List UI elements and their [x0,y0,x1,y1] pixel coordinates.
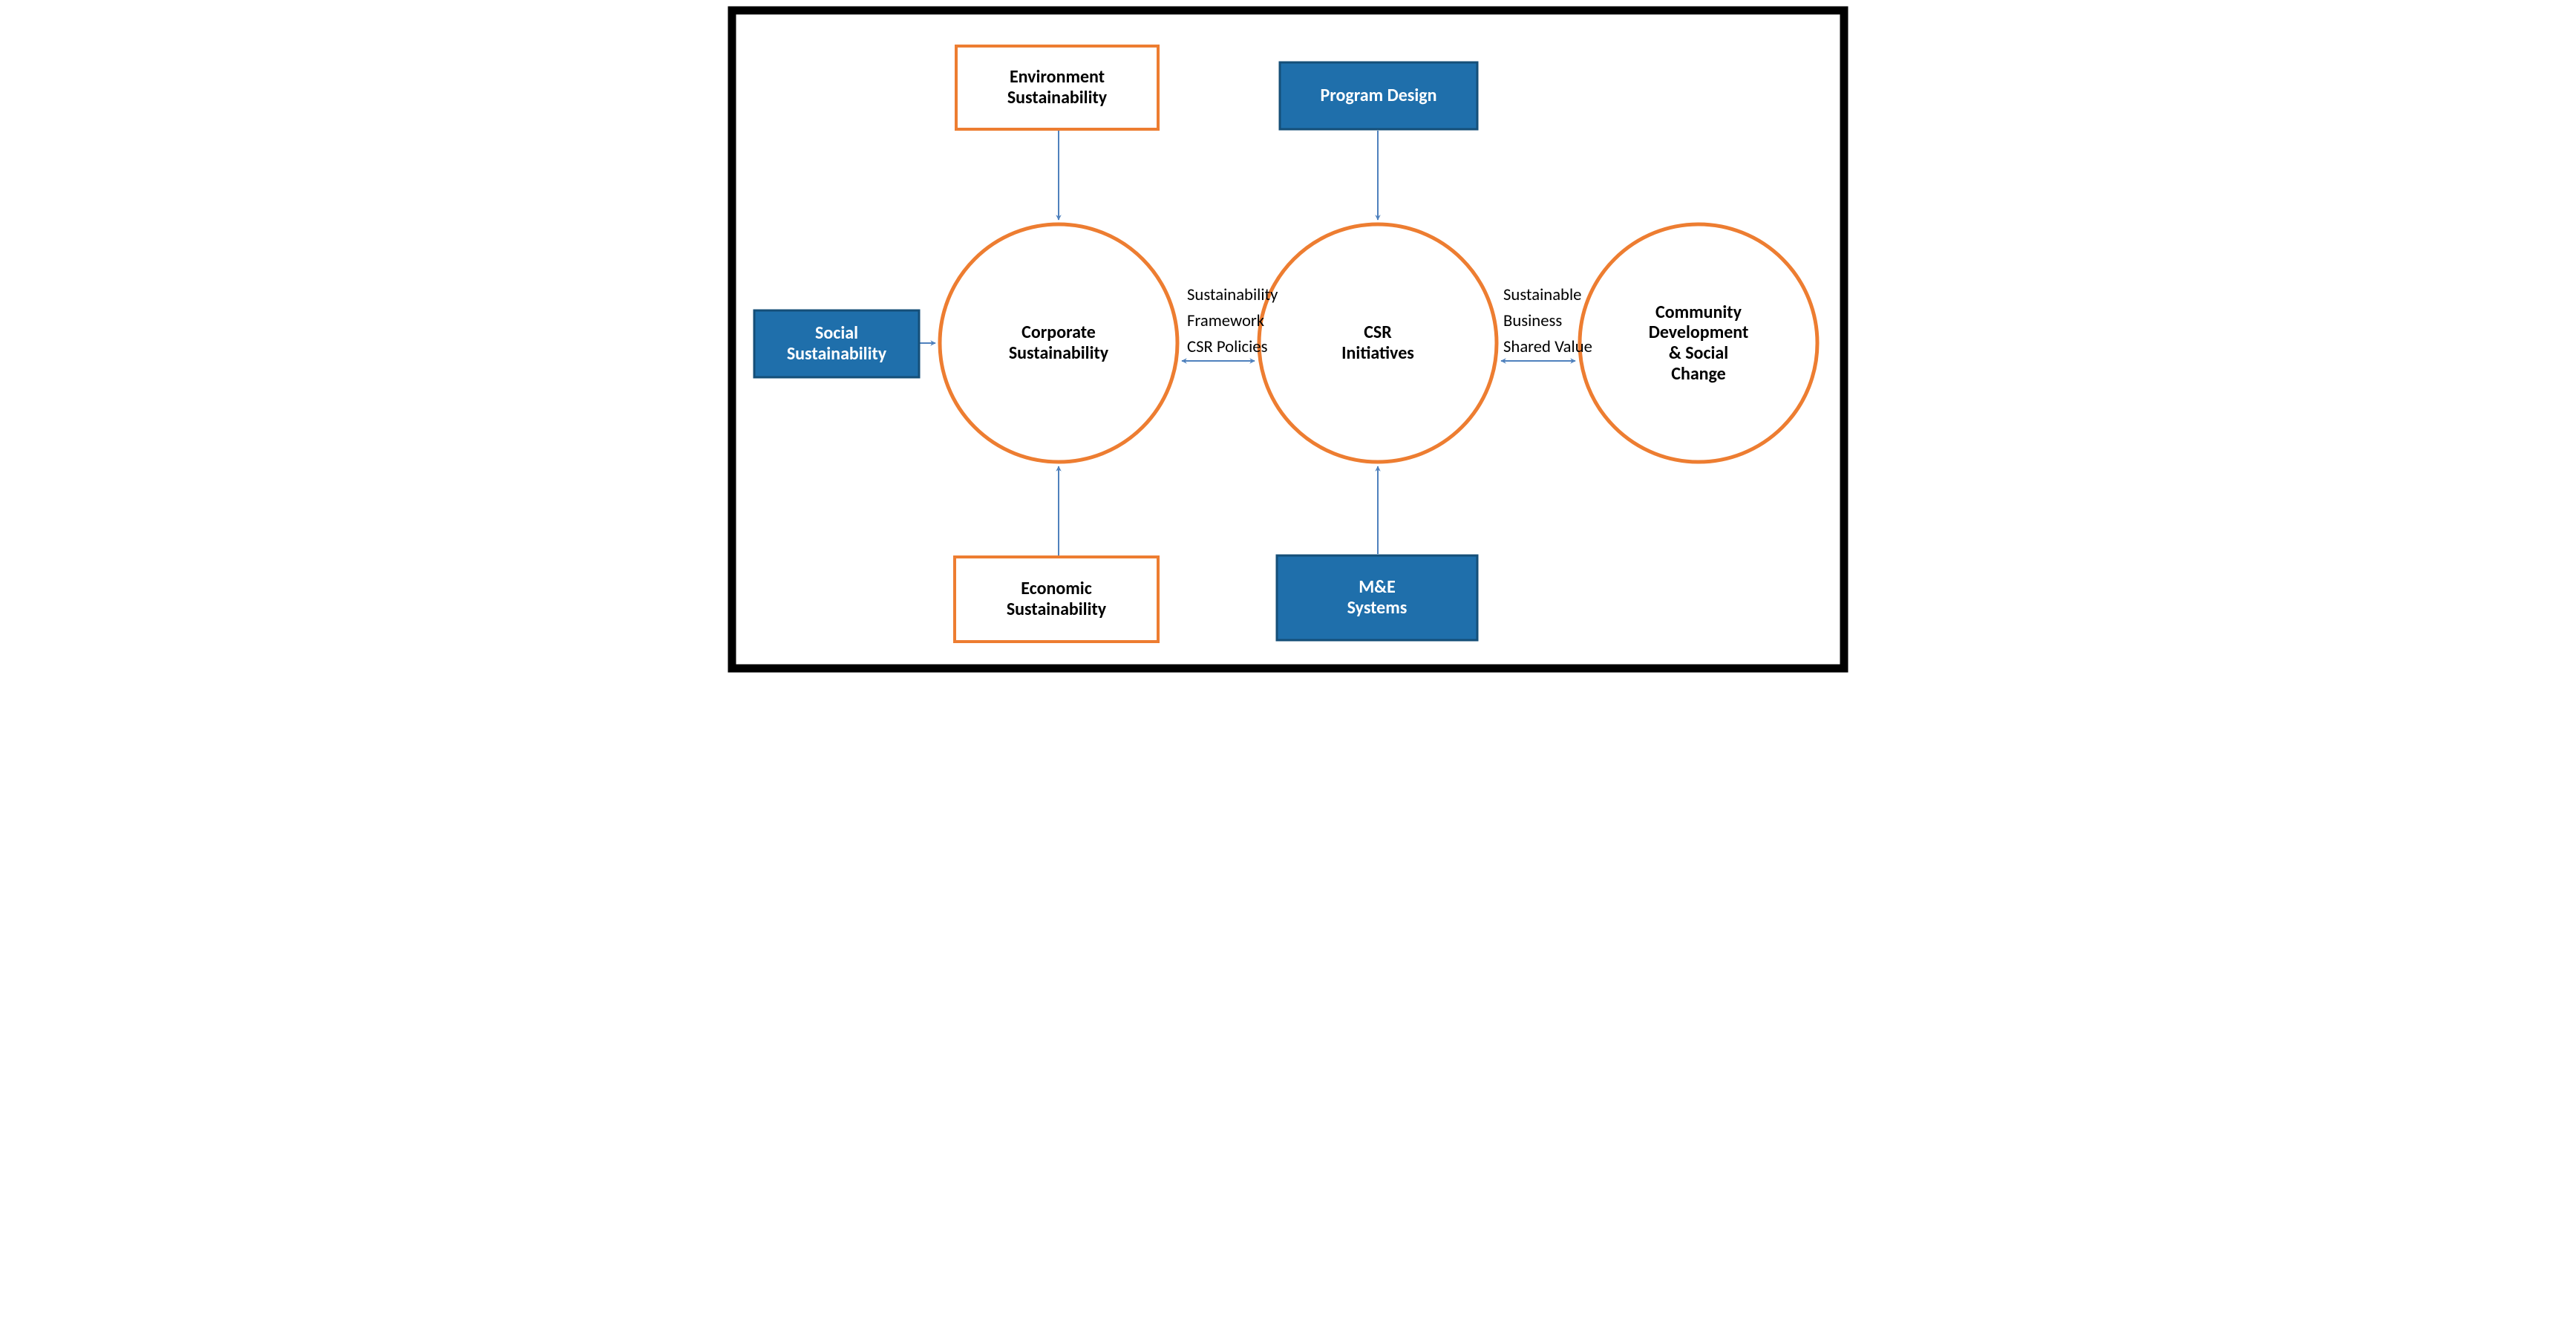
node-social_sustainability [754,310,919,377]
node-economic_sustainability [955,557,1158,642]
node-environment_sustainability [956,46,1158,129]
node-me_systems [1277,555,1477,640]
node-program_design [1280,62,1477,129]
diagram-stage: Sustainability Framework CSR PoliciesSus… [722,0,1854,679]
node-community_development [1580,224,1817,462]
node-corporate_sustainability [940,224,1177,462]
diagram-canvas [722,0,1854,679]
node-csr_initiatives [1259,224,1497,462]
